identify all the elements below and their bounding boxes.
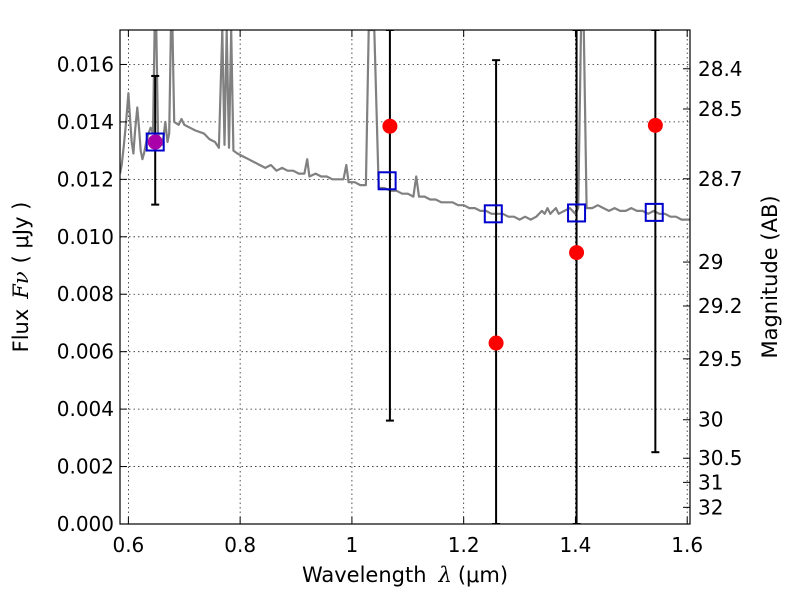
y-axis-title-text: Flux <box>9 309 33 353</box>
x-tick-label: 1 <box>346 533 359 557</box>
observed-flux-point <box>147 134 163 150</box>
x-tick-label: 1.2 <box>448 533 480 557</box>
y2-axis-title: Magnitude (AB) <box>758 195 782 358</box>
x-tick-labels: 0.6 0.8 1 1.2 1.4 1.6 <box>112 533 703 557</box>
x-axis-title-unit: (μm) <box>458 563 508 587</box>
y2-tick-label: 28.7 <box>698 167 743 191</box>
model-band-square <box>483 204 503 224</box>
observed-flux-point <box>382 118 398 134</box>
y-axis-title-symbol: Fν <box>9 271 33 300</box>
y2-tick-label: 28.4 <box>698 57 743 81</box>
observed-flux-point <box>647 117 663 133</box>
y-tick-label: 0.010 <box>57 225 114 249</box>
y-tick-label: 0.004 <box>57 397 114 421</box>
x-axis-title-text: Wavelength <box>302 563 427 587</box>
y2-tick-label: 32 <box>698 495 723 519</box>
y-tick-label: 0.002 <box>57 455 114 479</box>
y2-tick-label: 29 <box>698 250 723 274</box>
y2-tick-label: 30 <box>698 408 723 432</box>
x-tick-label: 0.8 <box>224 533 256 557</box>
y-tick-label: 0.000 <box>57 512 114 536</box>
y2-tick-label: 30.5 <box>698 446 743 470</box>
observed-flux-markers <box>147 117 663 351</box>
x-tick-label: 1.4 <box>560 533 592 557</box>
model-band-square <box>567 203 587 223</box>
x-tick-label: 1.6 <box>671 533 703 557</box>
plot-frame <box>119 29 691 525</box>
y-axis-title: Flux Fν ( μJy ) <box>9 202 33 353</box>
y-tick-label: 0.008 <box>57 282 114 306</box>
y-tick-label: 0.016 <box>57 52 114 76</box>
y-axis-title-unit: ( μJy ) <box>9 202 33 264</box>
model-band-square <box>145 132 165 152</box>
y-tick-label: 0.012 <box>57 167 114 191</box>
observed-flux-point <box>569 245 585 261</box>
plot-area <box>120 30 690 524</box>
y-tick-label: 0.006 <box>57 340 114 364</box>
model-band-square <box>377 171 397 191</box>
model-band-square <box>644 202 664 222</box>
axis-ticks <box>120 30 690 525</box>
x-axis-title-symbol: λ <box>438 563 452 587</box>
x-tick-label: 0.6 <box>112 533 144 557</box>
y2-tick-label: 29.5 <box>698 347 743 371</box>
y-tick-label: 0.014 <box>57 110 114 134</box>
y-tick-labels: 0.000 0.002 0.004 0.006 0.008 0.010 0.012 0.014… <box>57 52 114 536</box>
y2-tick-label: 29.2 <box>698 294 743 318</box>
model-band-markers <box>145 132 664 224</box>
y2-tick-label: 31 <box>698 470 723 494</box>
observed-flux-point <box>488 335 504 351</box>
y2-tick-label: 28.5 <box>698 97 743 121</box>
x-axis-title: Wavelength λ (μm) <box>302 563 508 587</box>
